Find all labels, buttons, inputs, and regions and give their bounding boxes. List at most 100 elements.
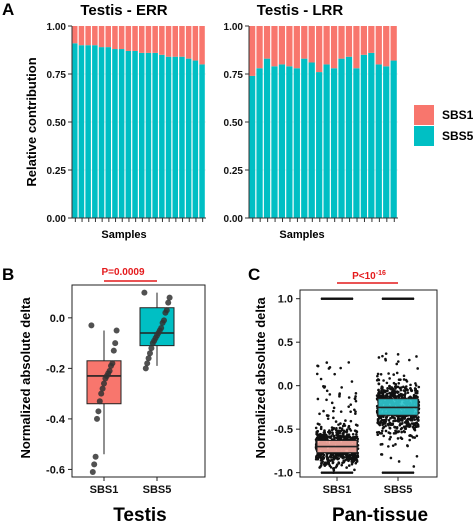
- err-bar-sbs5: [172, 56, 178, 218]
- lrr-bar-sbs5: [256, 68, 263, 219]
- legend-swatch-sbs1: [414, 105, 434, 125]
- c-data-point: [388, 421, 392, 425]
- c-data-point: [378, 423, 382, 427]
- c-data-point: [413, 436, 417, 439]
- c-data-point: [377, 356, 381, 359]
- panel-c-ylabel: Normalized absolute delta: [253, 297, 268, 459]
- c-data-point: [403, 393, 407, 397]
- err-xlabel: Samples: [101, 229, 146, 241]
- c-data-point: [407, 425, 411, 428]
- c-data-point: [392, 390, 396, 394]
- err-bar-sbs1: [165, 26, 172, 57]
- lrr-bar-sbs1: [271, 26, 278, 67]
- c-data-point: [319, 425, 323, 429]
- err-bar-sbs5: [192, 60, 199, 219]
- c-outlier-point: [405, 297, 409, 300]
- lrr-y-tick-label: 0.00: [224, 214, 244, 225]
- panel-c-label: Pan-tissue: [332, 505, 428, 526]
- c-data-point: [338, 393, 341, 397]
- testis-box-plot: 0.0 -0.2 -0.4 -0.6 SBS1 SBS5: [46, 280, 206, 496]
- err-bar-sbs5: [92, 45, 98, 219]
- c-data-point: [412, 395, 416, 398]
- c-data-point: [402, 378, 406, 381]
- c-data-point: [380, 418, 384, 422]
- err-bar-sbs1: [192, 26, 199, 61]
- c-data-point: [387, 445, 390, 448]
- c-data-point: [349, 419, 353, 423]
- c-data-point: [346, 433, 349, 437]
- err-bar-sbs5: [72, 43, 78, 218]
- c-data-point: [400, 386, 403, 389]
- c-x-tick-label: SBS1: [323, 484, 352, 496]
- panel-a-ylabel: Relative contribution: [24, 57, 39, 186]
- c-data-point: [388, 377, 391, 380]
- c-data-point: [325, 361, 329, 364]
- c-data-point: [406, 391, 410, 394]
- c-data-point: [405, 387, 408, 391]
- c-data-point: [415, 434, 419, 438]
- c-data-point: [336, 438, 340, 441]
- err-bar-sbs1: [132, 26, 138, 51]
- err-bar-sbs1: [159, 26, 165, 55]
- c-data-point: [327, 414, 330, 417]
- c-data-point: [375, 394, 379, 397]
- b-data-point: [113, 327, 120, 334]
- c-outlier-point: [383, 471, 387, 474]
- lrr-bar-sbs1: [360, 26, 367, 55]
- err-stacked-bar-chart: 0.00 0.25 0.50 0.75 1.00: [47, 22, 206, 225]
- c-data-point: [334, 465, 338, 469]
- b-data-point: [88, 322, 95, 329]
- c-data-point: [386, 392, 389, 396]
- err-bar-sbs1: [172, 26, 178, 57]
- panel-c-significance: P<10-16: [352, 270, 386, 282]
- c-outlier-point: [326, 471, 330, 474]
- c-data-point: [408, 358, 411, 362]
- c-data-point: [409, 387, 412, 390]
- c-data-point: [349, 457, 352, 460]
- err-bar-sbs5: [139, 52, 145, 218]
- err-bar-sbs1: [118, 26, 125, 50]
- c-data-point: [354, 399, 358, 403]
- err-y-tick-label: 0.25: [47, 166, 67, 177]
- lrr-bar-sbs5: [249, 75, 256, 218]
- err-bar-sbs1: [125, 26, 132, 51]
- c-data-point: [354, 461, 358, 465]
- c-data-point: [379, 372, 383, 376]
- c-outlier-point: [389, 297, 393, 300]
- c-data-point: [387, 419, 391, 422]
- c-outlier-point: [395, 297, 399, 300]
- c-data-point: [321, 452, 325, 456]
- lrr-bar-sbs1: [278, 26, 286, 65]
- c-data-point: [385, 381, 389, 385]
- lrr-bar-sbs1: [286, 26, 293, 67]
- lrr-bar-sbs5: [316, 72, 323, 218]
- c-data-point: [388, 437, 391, 441]
- c-data-point: [382, 390, 385, 394]
- c-data-point: [395, 371, 399, 375]
- c-data-point: [403, 430, 407, 434]
- c-data-point: [382, 434, 386, 438]
- c-data-point: [375, 378, 379, 382]
- c-data-point: [322, 456, 326, 460]
- c-data-point: [395, 419, 399, 422]
- lrr-stacked-bar-chart: 0.00 0.25 0.50 0.75 1.00: [224, 22, 398, 225]
- c-data-point: [415, 454, 419, 458]
- lrr-bar-sbs5: [301, 58, 308, 218]
- c-data-point: [389, 417, 392, 420]
- c-data-point: [349, 403, 353, 406]
- c-data-point: [393, 425, 397, 429]
- c-data-point: [400, 393, 404, 396]
- c-data-point: [414, 394, 418, 398]
- c-data-point: [404, 378, 408, 382]
- c-data-point: [408, 395, 412, 399]
- panel-c-significance-exponent: -16: [376, 270, 386, 277]
- c-data-point: [387, 431, 391, 434]
- c-data-point: [394, 429, 397, 433]
- c-data-point: [408, 438, 411, 442]
- c-data-point: [332, 416, 335, 420]
- c-data-point: [344, 419, 347, 422]
- c-outlier-point: [389, 471, 393, 474]
- c-data-point: [354, 392, 358, 395]
- lrr-y-tick-label: 0.75: [224, 70, 244, 81]
- c-data-point: [318, 466, 321, 469]
